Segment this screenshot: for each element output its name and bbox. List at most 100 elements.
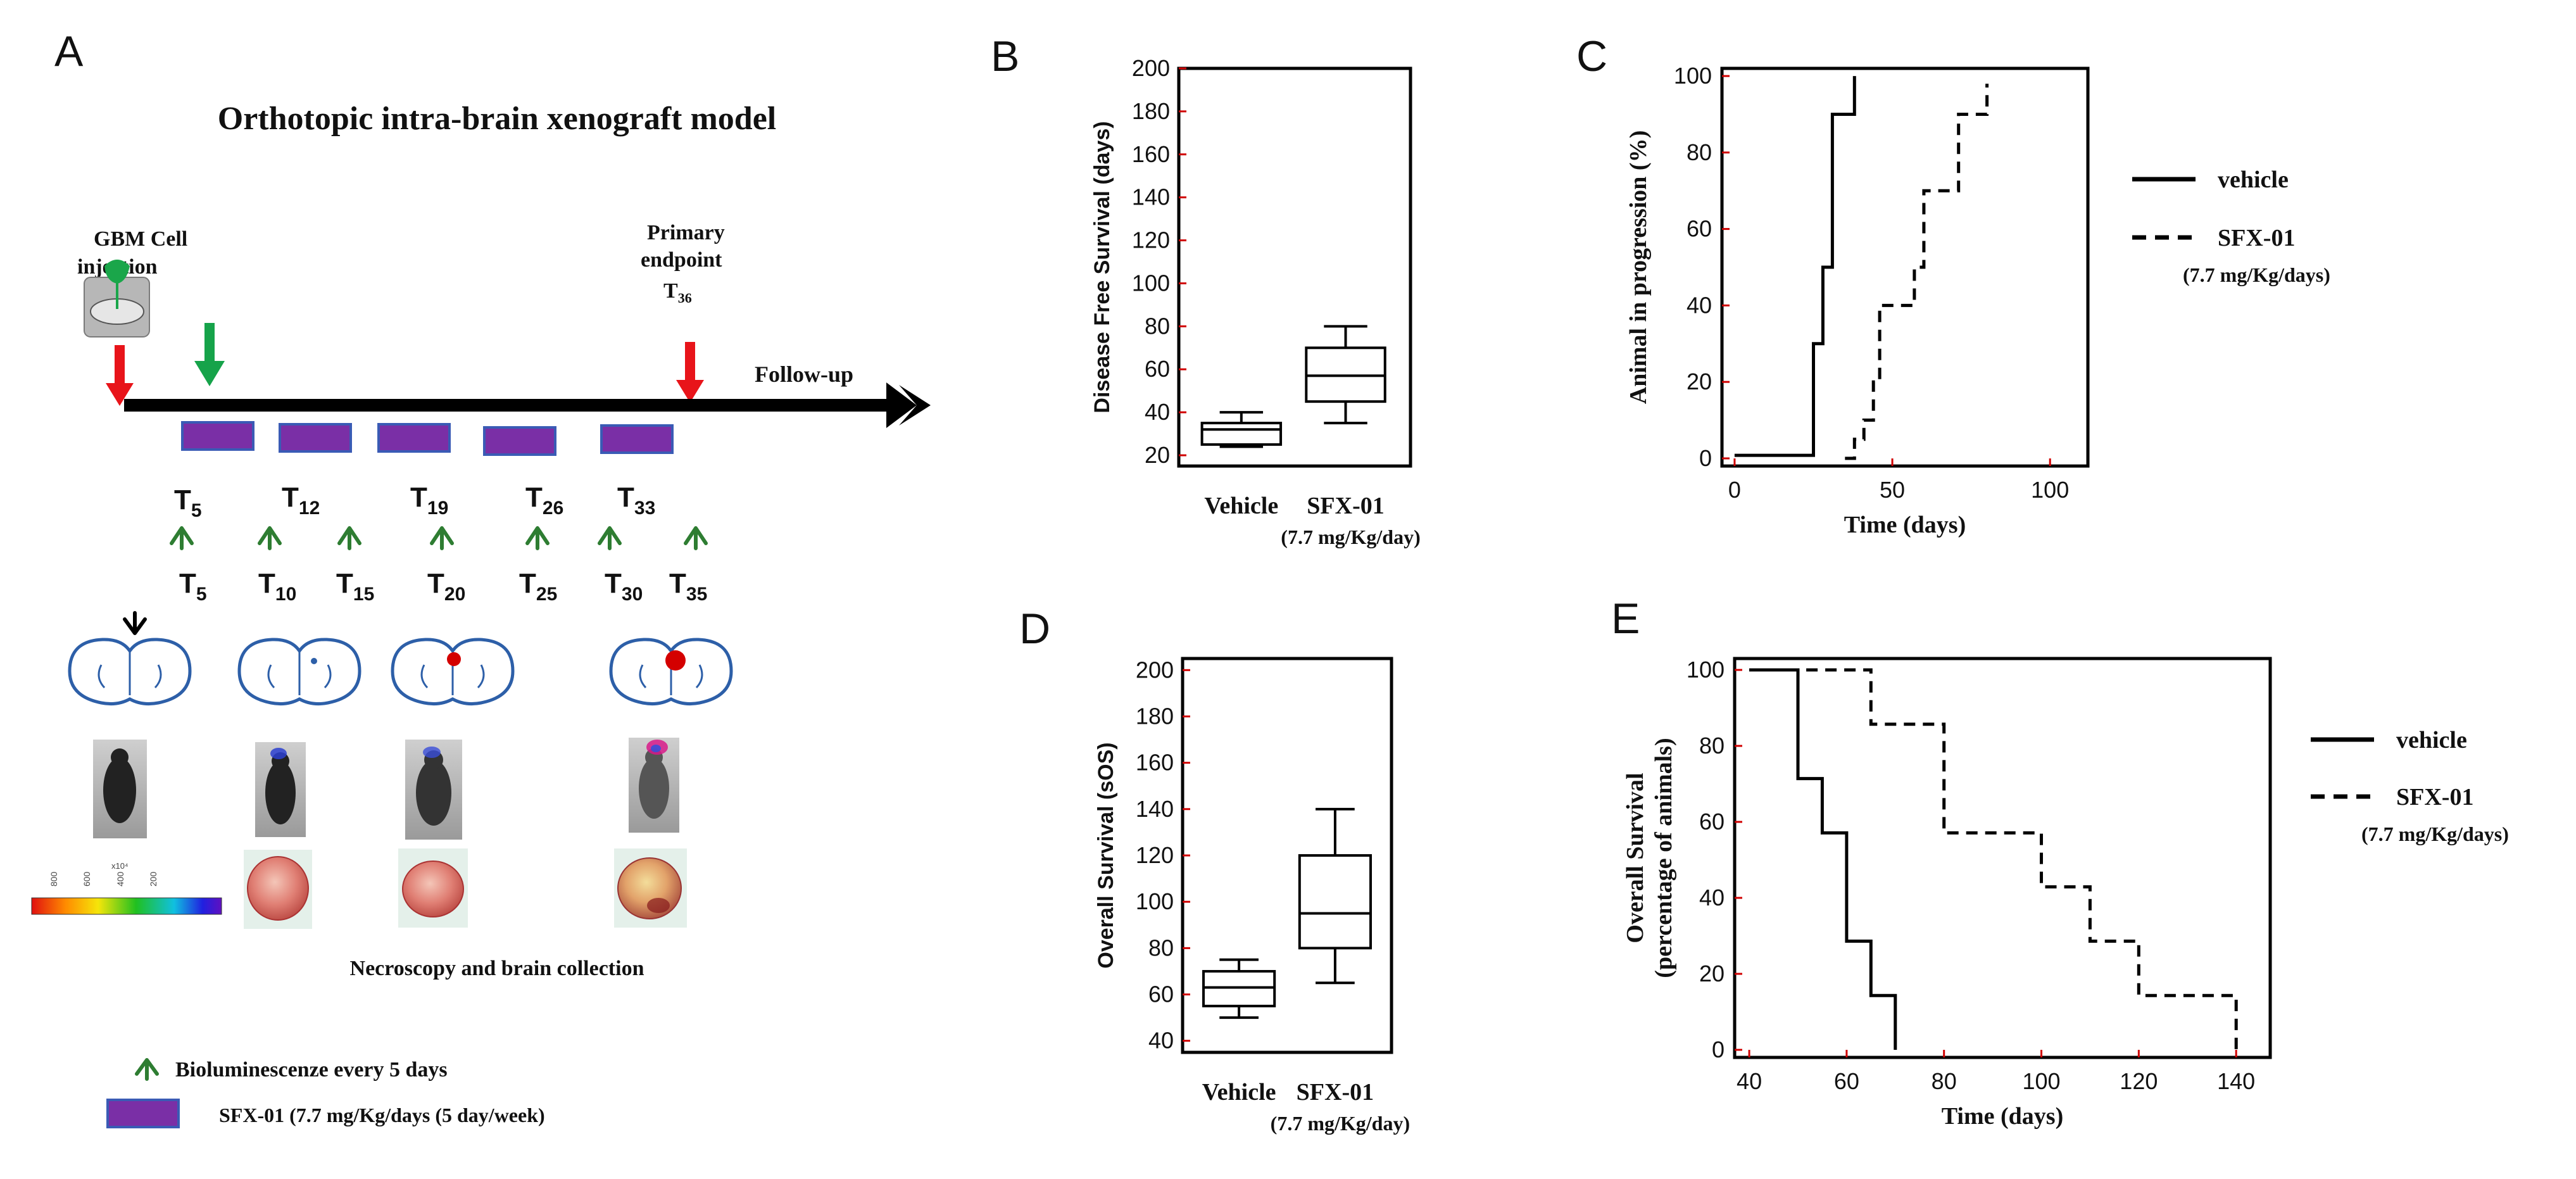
y-tick-label: 160	[1136, 750, 1174, 776]
colorbar-tick: 600	[82, 871, 92, 886]
category-sublabel: (7.7 mg/Kg/day)	[1271, 1112, 1410, 1135]
legend-sublabel: (7.7 mg/Kg/days)	[2183, 263, 2330, 286]
injection-arrow-icon	[106, 345, 134, 406]
y-tick-label: 120	[1132, 227, 1170, 253]
chevron-up-icon	[684, 526, 708, 550]
y-tick-label: 80	[1148, 935, 1174, 961]
y-tick-label: 20	[1699, 961, 1725, 987]
y-axis-label: Overall Survival (sOS)	[1094, 742, 1118, 968]
x-axis-label: Time (days)	[1942, 1103, 2063, 1130]
brain-photo	[247, 856, 309, 921]
x-tick-label: 40	[1737, 1068, 1762, 1094]
imaging-time: T25	[519, 568, 557, 605]
treatment-time: T33	[617, 482, 655, 519]
brain-photo	[402, 861, 464, 917]
x-tick-label: 80	[1932, 1068, 1957, 1094]
category-sublabel: (7.7 mg/Kg/day)	[1281, 526, 1420, 548]
y-axis-label: Animal in progression (%)	[1625, 130, 1652, 404]
y-tick-label: 0	[1712, 1037, 1725, 1062]
treatment-time: T12	[282, 482, 320, 519]
series-line-sfx-01	[1749, 668, 2238, 1050]
imaging-time: T20	[427, 568, 465, 605]
treatment-time: T19	[410, 482, 448, 519]
imaging-time: T35	[669, 568, 707, 605]
plot-frame	[1177, 66, 1412, 468]
brain-photos	[244, 848, 687, 929]
treatment-time-labels: T5 T12 T19 T26 T33	[174, 482, 655, 521]
y-tick-label: 200	[1136, 657, 1174, 683]
chevron-down-icon	[123, 611, 147, 635]
treatment-bars	[181, 421, 674, 456]
category-label: SFX-01	[1307, 493, 1384, 519]
treatment-time: T26	[525, 482, 563, 519]
treatment-bar	[600, 424, 674, 454]
y-tick-label: 100	[1136, 888, 1174, 914]
y-tick-label: 120	[1136, 842, 1174, 868]
colorbar-exponent: x10⁴	[111, 861, 129, 871]
panel-c-label: C	[1576, 32, 1607, 80]
y-tick-label: 40	[1148, 1028, 1174, 1054]
chevron-up-icon	[337, 526, 361, 550]
brain-section-icon	[68, 638, 192, 705]
colorbar-tick: 200	[148, 871, 158, 886]
y-tick-label: 200	[1132, 55, 1170, 81]
y-tick-label: 140	[1136, 796, 1174, 822]
category-label: SFX-01	[1297, 1079, 1374, 1106]
endpoint-arrow-icon	[676, 342, 704, 403]
y-tick-label: 140	[1132, 184, 1170, 210]
brain-section-icon	[609, 638, 733, 705]
plot-frame	[1720, 66, 2090, 468]
y-tick-label: 20	[1145, 442, 1170, 468]
legend-label: vehicle	[2218, 167, 2289, 193]
series-line-vehicle	[1734, 76, 1856, 457]
imaging-time: T10	[258, 568, 296, 605]
y-tick-label: 60	[1148, 981, 1174, 1007]
imaging-time-labels: T5 T10 T15 T20 T25 T30 T35	[179, 568, 707, 605]
panel-e-chart: 0 20 40 60 80 100 40 60 80 100 120 140 Time (days) Ov…	[1622, 657, 2509, 1130]
legend-bioluminescence: Bioluminescenze every 5 days	[175, 1058, 448, 1081]
panel-a: A Orthotopic intra-brain xenograft model…	[31, 27, 931, 1128]
x-tick-label: 120	[2120, 1068, 2158, 1094]
y-axis-label: Overall Survival	[1622, 772, 1649, 943]
treatment-bar	[279, 423, 352, 453]
chevron-up-icon	[258, 526, 282, 550]
imaging-time: T15	[336, 568, 374, 605]
y-tick-label: 40	[1699, 885, 1725, 911]
luminescence-colorbar: 800 600 400 200 x10⁴	[31, 861, 222, 915]
treatment-time: T5	[174, 484, 202, 521]
x-tick-label: 0	[1728, 477, 1741, 503]
mouse-image	[629, 738, 679, 833]
chevron-up-icon	[430, 526, 454, 550]
y-tick-label: 0	[1699, 445, 1712, 471]
legend-sublabel: (7.7 mg/Kg/days)	[2361, 823, 2509, 845]
x-tick-label: 50	[1880, 477, 1905, 503]
y-tick-label: 100	[1132, 270, 1170, 296]
brain-section-icon	[391, 638, 515, 705]
imaging-chevrons	[170, 526, 708, 550]
mouse-brain-illustration	[84, 260, 150, 337]
y-tick-label: 80	[1699, 733, 1725, 759]
y-axis-label: Disease Free Survival (days)	[1090, 121, 1114, 413]
category-label: Vehicle	[1204, 493, 1278, 519]
category-label: Vehicle	[1202, 1079, 1276, 1106]
legend-treatment: SFX-01 (7.7 mg/Kg/days (5 day/week)	[219, 1104, 545, 1126]
y-tick-label: 20	[1687, 369, 1712, 394]
x-tick-label: 100	[2022, 1068, 2060, 1094]
x-tick-label: 140	[2217, 1068, 2255, 1094]
panel-d-label: D	[1019, 605, 1050, 653]
y-tick-label: 180	[1136, 703, 1174, 729]
brain-sections	[68, 638, 733, 705]
brain-section-icon	[237, 638, 361, 705]
legend-label: SFX-01	[2396, 784, 2473, 810]
treatment-bar	[181, 421, 254, 451]
panel-d-chart: 40 60 80 100 120 140 160 180 200 Overall Survival…	[1094, 657, 1410, 1135]
imaging-time: T30	[605, 568, 643, 605]
mouse-image	[255, 742, 306, 837]
legend-chevron-icon	[135, 1058, 159, 1081]
y-axis-label: (percentage of animals)	[1650, 738, 1677, 978]
endpoint-label-line2: endpoint	[641, 248, 722, 272]
endpoint-label-line1: Primary	[647, 221, 725, 244]
x-tick-label: 60	[1834, 1068, 1859, 1094]
panel-c-chart: 0 20 40 60 80 100 0 50 100 Time (days) Animal in p…	[1625, 63, 2330, 538]
